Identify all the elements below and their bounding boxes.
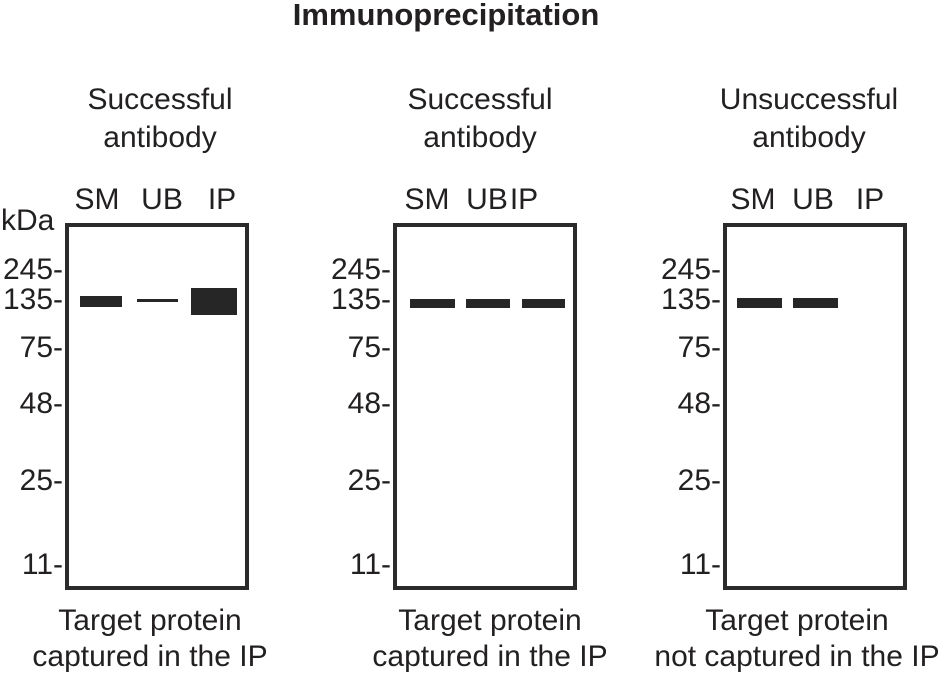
panel-caption-unsuccessful: Target protein not captured in the IP bbox=[627, 603, 944, 675]
panel-title-line: antibody bbox=[103, 121, 217, 154]
panel-caption-successful-2: Target protein captured in the IP bbox=[320, 603, 660, 675]
mw-marker-25kda: 25- bbox=[347, 464, 391, 497]
panel-caption-line: Target protein bbox=[705, 604, 889, 637]
blot-lane-box-unsuccessful bbox=[723, 223, 907, 590]
mw-marker-48kda: 48- bbox=[19, 387, 63, 420]
mw-marker-25kda: 25- bbox=[677, 464, 721, 497]
mw-marker-11kda: 11- bbox=[21, 548, 63, 581]
protein-band-unsuccessful-ub bbox=[793, 298, 838, 308]
protein-band-successful-2-ub bbox=[466, 299, 510, 308]
mw-marker-135kda: 135- bbox=[330, 283, 391, 316]
blot-lane-box-successful-2 bbox=[393, 223, 577, 590]
protein-band-successful-1-sm bbox=[80, 296, 122, 307]
mw-marker-245kda: 245- bbox=[660, 253, 721, 286]
mw-marker-245kda: 245- bbox=[330, 253, 391, 286]
blot-panel-successful-1: Successful antibody SM UB IP 245- 135- 75- 48- 25… bbox=[0, 80, 268, 679]
mw-marker-75kda: 75- bbox=[19, 331, 63, 364]
panel-title-line: Unsuccessful bbox=[719, 83, 899, 116]
panel-caption-line: captured in the IP bbox=[372, 640, 608, 673]
kda-unit-label: kDa bbox=[1, 204, 55, 237]
lane-label-successful-1-sm: SM bbox=[74, 183, 120, 216]
mw-marker-75kda: 75- bbox=[677, 331, 721, 364]
protein-band-successful-2-sm bbox=[410, 299, 455, 308]
lane-label-unsuccessful-ub: UB bbox=[792, 183, 834, 216]
protein-band-successful-1-ub bbox=[137, 299, 178, 302]
mw-marker-245kda: 245- bbox=[2, 253, 63, 286]
lane-label-unsuccessful-sm: SM bbox=[730, 183, 776, 216]
panel-caption-successful-1: Target protein captured in the IP bbox=[0, 603, 320, 675]
blot-panel-unsuccessful: Unsuccessful antibody SM UB IP 245- 135- 75- 48-… bbox=[654, 80, 939, 679]
panel-caption-line: captured in the IP bbox=[32, 640, 268, 673]
panel-title-line: Successful bbox=[87, 83, 233, 116]
protein-band-successful-1-ip bbox=[191, 288, 237, 315]
mw-marker-135kda: 135- bbox=[2, 283, 63, 316]
mw-marker-11kda: 11- bbox=[349, 548, 391, 581]
lane-label-successful-1-ub: UB bbox=[141, 183, 183, 216]
panel-caption-line: Target protein bbox=[398, 604, 582, 637]
mw-marker-75kda: 75- bbox=[347, 331, 391, 364]
protein-band-successful-2-ip bbox=[522, 299, 565, 308]
lane-label-successful-1-ip: IP bbox=[207, 183, 237, 216]
lane-label-unsuccessful-ip: IP bbox=[855, 183, 885, 216]
protein-band-unsuccessful-sm bbox=[737, 298, 782, 308]
panel-caption-line: Target protein bbox=[58, 604, 242, 637]
panel-title-line: antibody bbox=[423, 121, 537, 154]
blot-panel-successful-2: Successful antibody SM UB IP 245- 135- 75- 48- 25… bbox=[327, 80, 608, 679]
panel-title-line: antibody bbox=[752, 121, 866, 154]
panel-title-line: Successful bbox=[407, 83, 553, 116]
panel-title-successful-1: Successful antibody bbox=[10, 81, 310, 157]
blot-lane-box-successful-1 bbox=[65, 223, 249, 590]
mw-marker-48kda: 48- bbox=[677, 387, 721, 420]
panel-caption-line: not captured in the IP bbox=[654, 640, 940, 673]
lane-label-successful-2-ip: IP bbox=[509, 183, 539, 216]
panel-title-unsuccessful: Unsuccessful antibody bbox=[659, 81, 944, 157]
lane-label-successful-2-sm: SM bbox=[404, 183, 450, 216]
mw-marker-11kda: 11- bbox=[679, 548, 721, 581]
lane-label-successful-2-ub: UB bbox=[466, 183, 508, 216]
mw-marker-135kda: 135- bbox=[660, 283, 721, 316]
panel-title-successful-2: Successful antibody bbox=[330, 81, 630, 157]
mw-marker-25kda: 25- bbox=[19, 464, 63, 497]
mw-marker-48kda: 48- bbox=[347, 387, 391, 420]
figure-title: Immunoprecipitation bbox=[292, 0, 600, 32]
